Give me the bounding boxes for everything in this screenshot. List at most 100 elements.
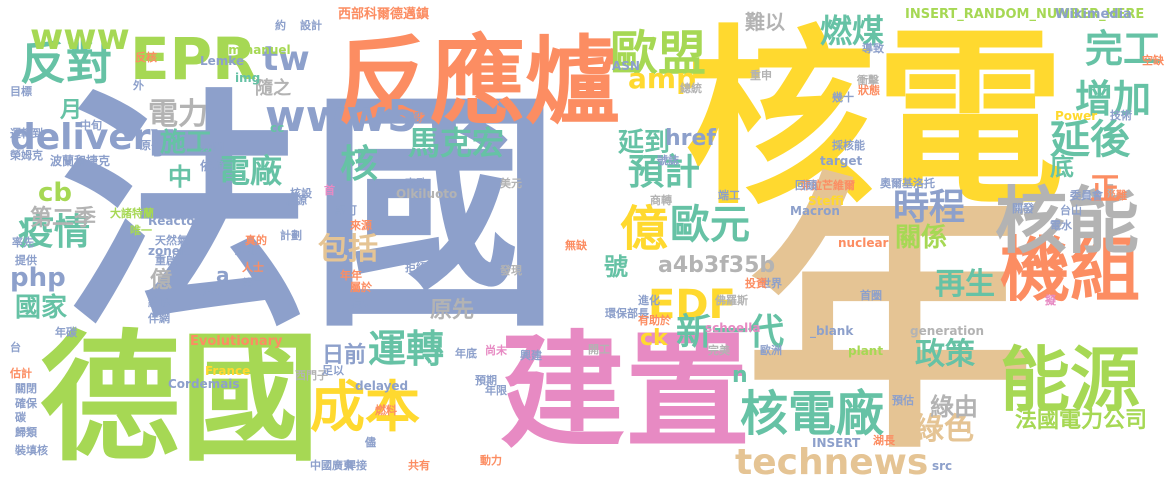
cloud-word: EPR: [130, 25, 257, 93]
cloud-word: generation: [910, 324, 985, 338]
cloud-word: 德國: [40, 318, 321, 481]
cloud-word: 獨立: [350, 297, 372, 310]
cloud-word: 億: [150, 268, 173, 293]
cloud-word: www: [30, 17, 130, 58]
cloud-word: 委員會: [1070, 189, 1103, 202]
cloud-word: 屬於: [350, 281, 372, 294]
cloud-word: delivery: [10, 117, 174, 158]
cloud-word: schoella: [705, 321, 761, 335]
cloud-word: 關係: [895, 223, 948, 253]
cloud-word: 預期: [475, 374, 497, 387]
cloud-word: 核源: [285, 194, 307, 207]
cloud-word: 能源: [1000, 339, 1140, 421]
cloud-word: 燃煤: [820, 12, 885, 50]
cloud-word: 重申: [750, 69, 772, 82]
cloud-word: 進化: [638, 294, 660, 307]
cloud-word: 波蘭和捷克: [50, 154, 111, 168]
cloud-word: 來源: [350, 219, 372, 232]
cloud-word: 首圈: [860, 289, 882, 302]
cloud-word: 幾十: [832, 91, 854, 104]
cloud-word: 提供: [15, 254, 37, 267]
cloud-word: Steffi: [808, 194, 844, 208]
cloud-word: php: [10, 263, 66, 293]
cloud-word: 電廠: [218, 152, 283, 190]
cloud-word: 維修: [148, 296, 170, 309]
cloud-word: Macron: [790, 204, 840, 218]
cloud-word: 技術: [1110, 109, 1132, 122]
cloud-word: 投資: [745, 277, 767, 290]
cloud-word: 西門子: [295, 369, 328, 382]
cloud-word: 焊接: [345, 459, 367, 472]
cloud-word: 採核能: [832, 139, 865, 152]
cloud-word: aw: [1010, 204, 1030, 218]
cloud-word: 唯一: [130, 224, 152, 237]
cloud-word: 發現: [500, 264, 522, 277]
cloud-word: Lemke: [200, 54, 245, 68]
cloud-word: 國家: [15, 293, 68, 323]
cloud-word: 第二季: [30, 206, 97, 231]
cloud-word: src: [932, 459, 953, 473]
cloud-word: 延後: [1050, 117, 1130, 163]
cloud-word: 延到: [618, 128, 671, 158]
cloud-word: 奧爾基洛托: [880, 177, 935, 190]
cloud-word: France: [205, 364, 251, 378]
cloud-word: 西部科爾德邁鎮: [338, 7, 430, 22]
cloud-word: 認可: [335, 204, 357, 217]
cloud-word: 正: [1090, 172, 1120, 207]
cloud-word: 關閉: [15, 382, 37, 395]
cloud-word: 年年: [340, 269, 362, 282]
cloud-word: 年限: [485, 384, 507, 397]
cloud-word: 弗拉芒維爾: [800, 179, 855, 192]
cloud-word: 約: [275, 19, 286, 32]
cloud-word: 運轉: [368, 327, 445, 371]
cloud-word: 裝填核: [15, 444, 48, 457]
cloud-word: 難以: [745, 10, 785, 34]
cloud-word: 大諸特蘭: [110, 207, 154, 220]
cloud-word: 導致: [862, 42, 884, 55]
cloud-word: INSERT_RANDOM_NUMBER_HERE: [905, 7, 1145, 22]
cloud-word: 儘: [365, 436, 376, 449]
cloud-word: 燃料: [375, 404, 397, 417]
cloud-word: 中國廣東: [310, 459, 354, 472]
cloud-word: Reactor: [148, 214, 201, 228]
cloud-word: 動力: [480, 454, 502, 467]
cloud-word: 設計: [300, 19, 322, 32]
cloud-word: n: [732, 363, 748, 388]
cloud-word: target: [820, 154, 863, 168]
cloud-word: 台: [10, 341, 21, 354]
cloud-word: 東歐: [405, 177, 427, 190]
cloud-word: 核電: [685, 9, 1066, 230]
cloud-word: cb: [38, 178, 73, 208]
cloud-word: 開發: [1012, 202, 1034, 215]
cloud-word: 完工: [1085, 27, 1162, 71]
cloud-word: cc: [270, 121, 285, 135]
cloud-word: 興建: [520, 349, 542, 362]
cloud-word: 第三: [242, 277, 264, 290]
cloud-word: 榮姆克: [10, 149, 43, 162]
cloud-word: tw: [262, 39, 310, 79]
cloud-word: Emmanuel: [220, 43, 291, 57]
cloud-word: 擬: [1045, 294, 1056, 307]
cloud-word: 核設: [290, 187, 312, 200]
cloud-word: 預估: [892, 394, 914, 407]
cloud-word: 依賴: [200, 159, 225, 173]
cloud-word: 首: [324, 184, 335, 197]
cloud-word: 有助於: [638, 314, 671, 327]
cloud-word: 法國: [60, 69, 560, 360]
cloud-word: 災難: [1105, 189, 1127, 202]
cloud-word: 法國電力公司: [1015, 408, 1148, 433]
cloud-word: Evolutionary: [190, 334, 283, 349]
cloud-word: plant: [848, 344, 884, 358]
cloud-word: 綠色: [914, 412, 974, 447]
cloud-word: 回頭: [795, 179, 817, 192]
cloud-word: 隨之: [255, 78, 291, 99]
cloud-word: 機組: [1000, 229, 1140, 311]
cloud-word: 無缺: [565, 239, 587, 252]
cloud-word: delayed: [355, 379, 409, 393]
cloud-word: 足以: [322, 364, 344, 377]
cloud-word: 端工: [718, 189, 740, 202]
cloud-word: 中: [168, 163, 192, 191]
cloud-word: 尚未: [485, 344, 507, 357]
cloud-word: 電水: [1050, 219, 1072, 232]
cloud-word: 電力: [148, 97, 208, 132]
